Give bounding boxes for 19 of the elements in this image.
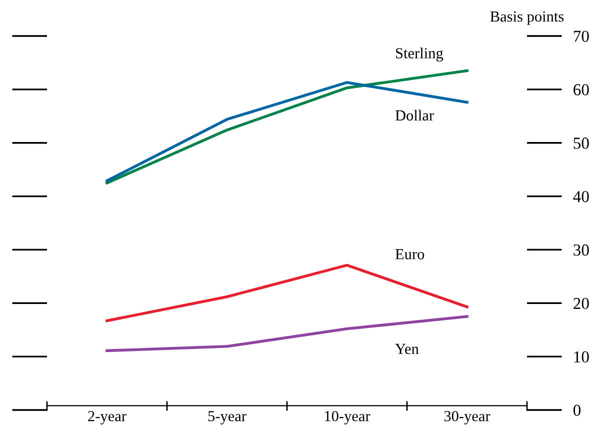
x-tick-label: 5-year [208, 411, 246, 424]
x-tick-label: 10-year [325, 410, 370, 424]
line-series [106, 315, 468, 352]
line-series [106, 264, 468, 322]
y-tick-label: 40 [573, 190, 589, 202]
series-label: Dollar [395, 110, 434, 121]
y-tick-label: 70 [574, 30, 589, 42]
series-label: Euro [395, 249, 424, 260]
series-label: Sterling [396, 48, 444, 62]
y-tick-label: 60 [574, 84, 589, 96]
x-tick-label: 2-year [88, 411, 126, 424]
y-tick-label: 30 [574, 244, 589, 256]
y-tick-label: 0 [573, 404, 581, 416]
series-label: Yen [395, 344, 419, 354]
y-tick-label: 10 [574, 351, 589, 363]
y-axis-title: Basis points [490, 11, 564, 25]
x-tick-label: 30-year [444, 410, 490, 424]
y-tick-label: 50 [574, 138, 589, 149]
y-tick-label: 20 [574, 298, 589, 310]
